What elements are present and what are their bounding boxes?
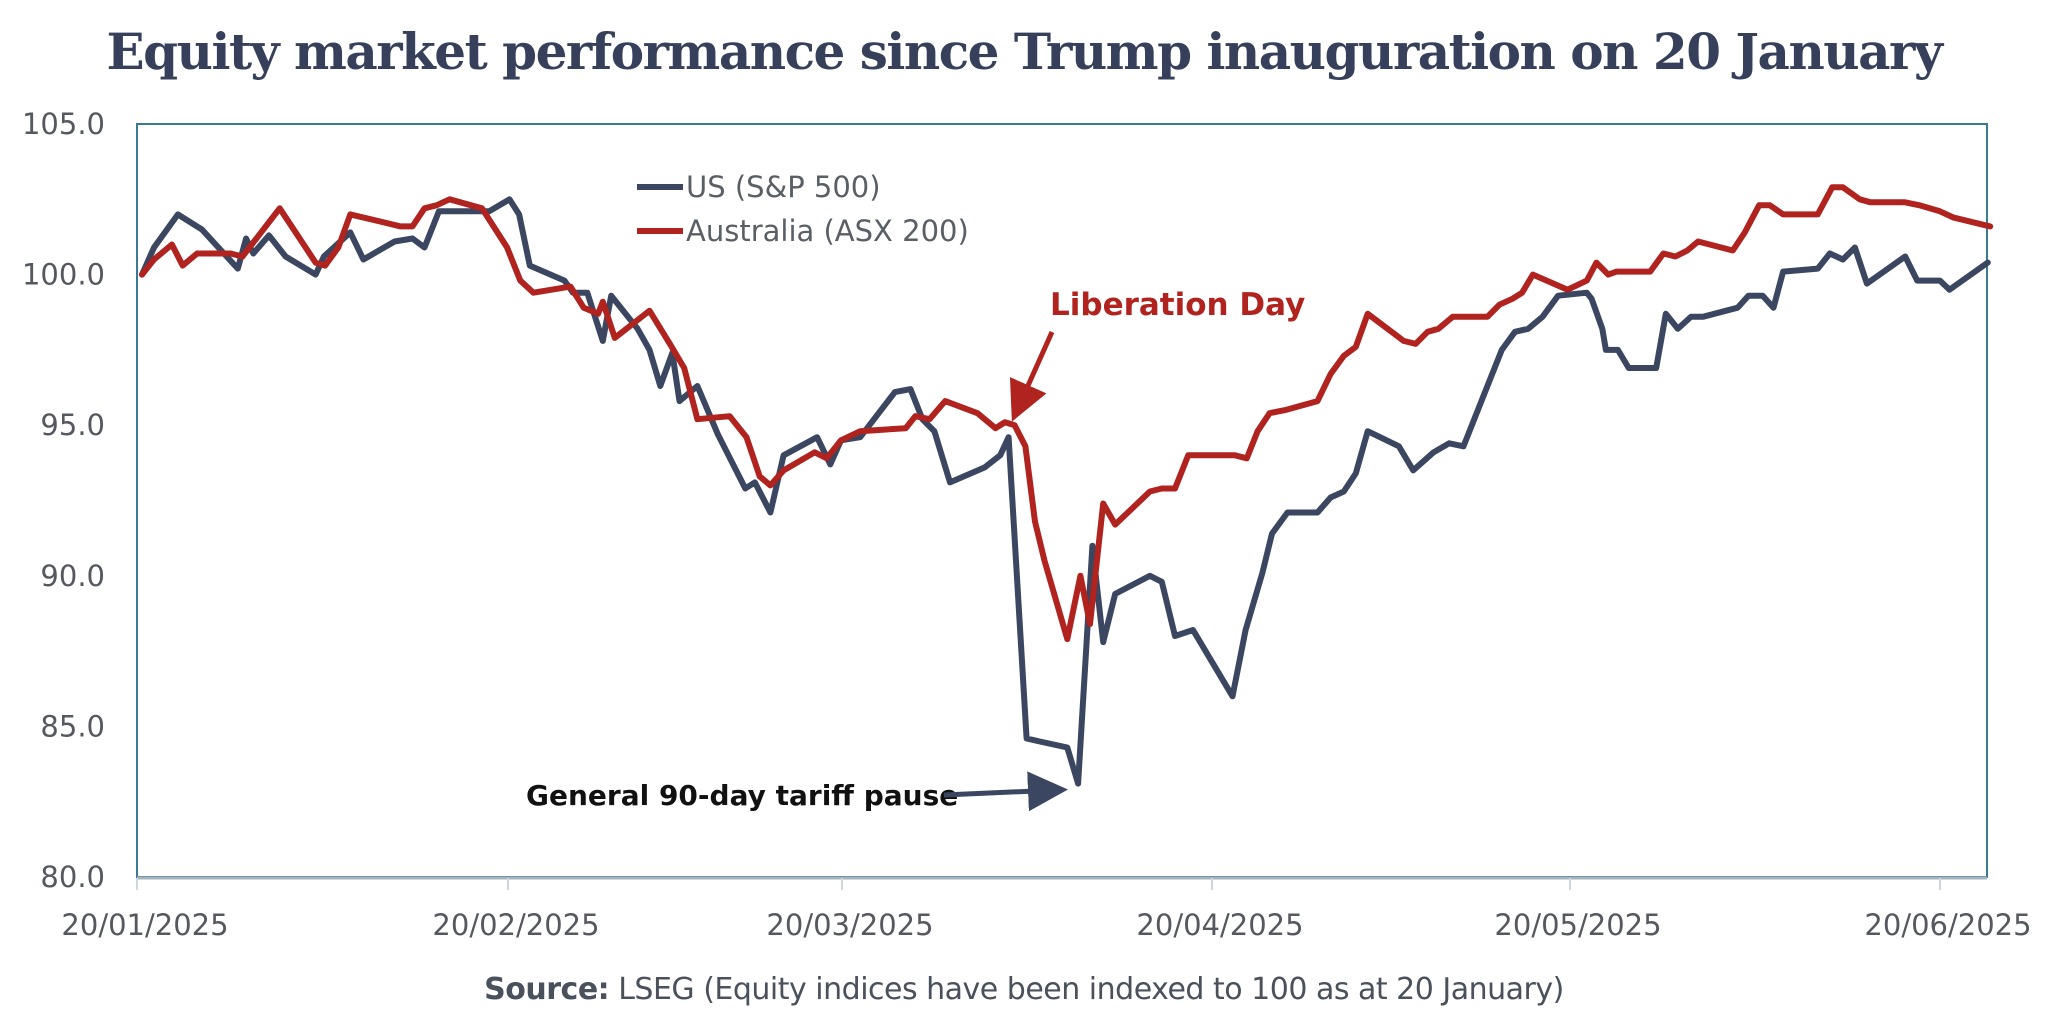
x-tick-label: 20/01/2025 <box>61 908 228 942</box>
legend-label: US (S&P 500) <box>686 170 881 204</box>
y-tick-label: 85.0 <box>40 709 105 743</box>
legend-label: Australia (ASX 200) <box>686 214 969 248</box>
source-text: LSEG (Equity indices have been indexed t… <box>609 972 1564 1007</box>
x-tick-label: 20/02/2025 <box>432 908 599 942</box>
x-tick-label: 20/04/2025 <box>1136 908 1303 942</box>
annotations: Liberation Day General 90-day tariff paus… <box>526 287 1305 812</box>
y-tick-label: 105.0 <box>22 107 105 141</box>
arrow-liberation-day <box>1009 330 1055 422</box>
x-tick-label: 20/06/2025 <box>1864 908 2031 942</box>
annotation-liberation-day: Liberation Day <box>1050 287 1305 323</box>
x-tick-label: 20/05/2025 <box>1494 908 1661 942</box>
source-note: Source: LSEG (Equity indices have been i… <box>0 972 2048 1007</box>
arrow-tariff-pause <box>943 771 1068 812</box>
y-tick-label: 95.0 <box>40 408 105 442</box>
x-tick-label: 20/03/2025 <box>766 908 933 942</box>
series-group <box>139 184 1994 787</box>
series-line-us-sp500 <box>139 196 1991 787</box>
x-axis: 20/01/2025 20/02/2025 20/03/2025 20/04/2025… <box>61 878 2032 942</box>
source-label: Source: <box>484 972 610 1007</box>
chart-title: Equity market performance since Trump in… <box>106 22 1943 81</box>
y-axis: 80.0 85.0 90.0 95.0 100.0 105.0 <box>22 107 105 894</box>
y-tick-label: 100.0 <box>22 258 105 292</box>
y-tick-label: 80.0 <box>40 860 105 894</box>
y-tick-label: 90.0 <box>40 559 105 593</box>
series-line-australia-asx200 <box>139 184 1994 643</box>
annotation-tariff-pause: General 90-day tariff pause <box>526 779 958 812</box>
legend: US (S&P 500) Australia (ASX 200) <box>637 170 969 248</box>
